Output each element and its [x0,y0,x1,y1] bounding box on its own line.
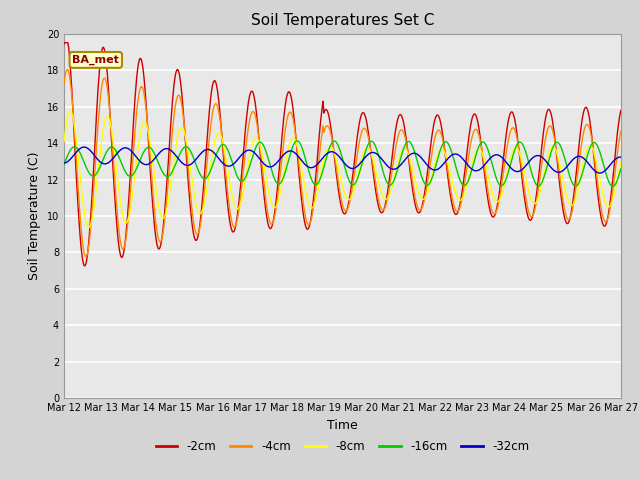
Title: Soil Temperatures Set C: Soil Temperatures Set C [251,13,434,28]
Y-axis label: Soil Temperature (C): Soil Temperature (C) [28,152,41,280]
Legend: -2cm, -4cm, -8cm, -16cm, -32cm: -2cm, -4cm, -8cm, -16cm, -32cm [151,436,534,458]
X-axis label: Time: Time [327,419,358,432]
Text: BA_met: BA_met [72,55,119,65]
